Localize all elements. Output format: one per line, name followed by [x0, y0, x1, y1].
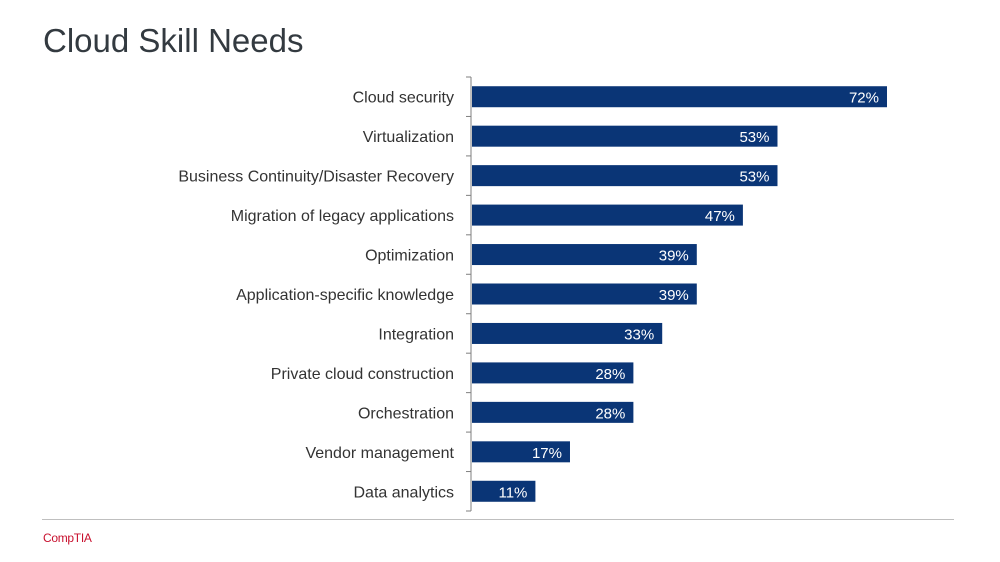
- category-axis: [466, 76, 472, 512]
- bar: [472, 204, 743, 226]
- bar: [472, 401, 634, 423]
- category-label: Integration: [378, 326, 454, 343]
- value-label: 47%: [705, 208, 735, 225]
- bars: [472, 86, 887, 502]
- value-label: 28%: [595, 366, 625, 383]
- bar: [472, 480, 536, 502]
- bar: [472, 86, 887, 108]
- category-label: Migration of legacy applications: [231, 208, 454, 225]
- bar: [472, 125, 778, 147]
- bar: [472, 244, 697, 266]
- bar: [472, 283, 697, 305]
- comptia-logo: CompTIA: [43, 531, 92, 545]
- category-label: Cloud security: [353, 90, 454, 107]
- value-label: 53%: [739, 169, 769, 186]
- category-label: Data analytics: [354, 484, 455, 501]
- category-label: Vendor management: [305, 445, 454, 462]
- category-label: Business Continuity/Disaster Recovery: [178, 169, 454, 186]
- bar: [472, 362, 634, 384]
- category-labels: Cloud security Virtualization Business Con…: [178, 90, 454, 502]
- bar: [472, 322, 663, 344]
- value-label: 39%: [659, 287, 689, 304]
- category-label: Orchestration: [358, 405, 454, 422]
- bar: [472, 165, 778, 187]
- value-label: 17%: [532, 445, 562, 462]
- category-label: Application-specific knowledge: [236, 287, 454, 304]
- category-label: Private cloud construction: [271, 366, 454, 383]
- category-label: Optimization: [365, 248, 454, 265]
- footer-divider: [42, 519, 954, 520]
- value-label: 39%: [659, 248, 689, 265]
- value-label: 11%: [498, 484, 527, 501]
- page-title: Cloud Skill Needs: [43, 22, 304, 59]
- value-label: 28%: [595, 405, 625, 422]
- value-label: 33%: [624, 326, 654, 343]
- category-label: Virtualization: [363, 129, 454, 146]
- value-label: 53%: [739, 129, 769, 146]
- bar: [472, 441, 570, 463]
- value-label: 72%: [849, 90, 879, 107]
- value-labels: 72% 53% 53% 47% 39% 39% 33% 28% 28% 17% 11%: [498, 90, 879, 502]
